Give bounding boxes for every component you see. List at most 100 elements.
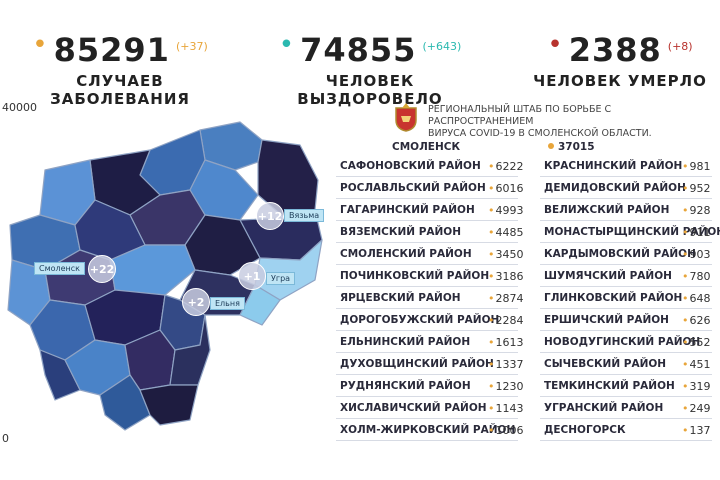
row-separator <box>540 418 712 419</box>
district-name: РУДНЯНСКИЙ РАЙОН <box>340 380 471 392</box>
district-name: ХИСЛАВИЧСКИЙ РАЙОН <box>340 402 487 414</box>
axis-bottom-label: 0 <box>2 432 9 445</box>
map-district <box>139 384 199 426</box>
district-name: ШУМЯЧСКИЙ РАЙОН <box>544 270 672 282</box>
recovered-value: 74855 <box>300 31 417 69</box>
district-row: МОНАСТЫРЩИНСКИЙ РАЙОН911 <box>544 224 720 240</box>
map-district <box>239 284 281 326</box>
district-value: 952 <box>682 182 711 195</box>
row-separator <box>336 330 518 331</box>
row-separator <box>336 242 518 243</box>
district-row: КАРДЫМОВСКИЙ РАЙОН903 <box>544 246 714 262</box>
district-row: ГАГАРИНСКИЙ РАЙОН 4993 <box>340 202 524 218</box>
district-value: 6222 <box>488 160 524 173</box>
row-separator <box>540 396 712 397</box>
city-dot-icon <box>548 143 554 149</box>
ugra-bubble: +1 <box>238 262 266 290</box>
district-value: 981 <box>682 160 711 173</box>
recovered-dot-icon: • <box>278 30 295 60</box>
district-value: 4993 <box>488 204 524 217</box>
row-separator <box>540 352 712 353</box>
district-value: 249 <box>682 402 711 415</box>
deaths-dot-icon: • <box>547 30 563 60</box>
district-name: САФОНОВСКИЙ РАЙОН <box>340 160 481 172</box>
district-value: 648 <box>682 292 711 305</box>
row-separator <box>540 198 712 199</box>
district-value: 137 <box>682 424 711 437</box>
district-value: 780 <box>682 270 711 283</box>
recovered-stat: • 74855 (+643) ЧЕЛОВЕК ВЫЗДОРОВЕЛО <box>255 30 485 108</box>
district-row: ДЕСНОГОРСК 137 <box>544 422 714 438</box>
row-separator <box>336 396 518 397</box>
district-row: ЕЛЬНИНСКИЙ РАЙОН 1613 <box>340 334 524 350</box>
district-value: 3186 <box>488 270 524 283</box>
district-name: КРАСНИНСКИЙ РАЙОН <box>544 160 683 172</box>
district-row: ДЕМИДОВСКИЙ РАЙОН952 <box>544 180 714 196</box>
district-name: ДЕМИДОВСКИЙ РАЙОН <box>544 182 686 194</box>
district-name: ВЕЛИЖСКИЙ РАЙОН <box>544 204 670 216</box>
district-row: ХОЛМ-ЖИРКОВСКИЙ РАЙОН1006 <box>340 422 524 438</box>
hq-text-line1: РЕГИОНАЛЬНЫЙ ШТАБ ПО БОРЬБЕ С РАСПРОСТРА… <box>428 104 612 127</box>
hq-text: РЕГИОНАЛЬНЫЙ ШТАБ ПО БОРЬБЕ С РАСПРОСТРА… <box>428 104 710 140</box>
row-separator <box>336 374 518 375</box>
district-row: КРАСНИНСКИЙ РАЙОН981 <box>544 158 714 174</box>
hq-header: РЕГИОНАЛЬНЫЙ ШТАБ ПО БОРЬБЕ С РАСПРОСТРА… <box>390 102 710 139</box>
district-row: СЫЧЕВСКИЙ РАЙОН 451 <box>544 356 714 372</box>
district-row: ВЯЗЕМСКИЙ РАЙОН 4485 <box>340 224 524 240</box>
district-row: УГРАНСКИЙ РАЙОН 249 <box>544 400 714 416</box>
district-name: СЫЧЕВСКИЙ РАЙОН <box>544 358 667 370</box>
district-value: 1230 <box>488 380 524 393</box>
row-separator <box>540 242 712 243</box>
city-value: 37015 <box>558 141 595 153</box>
city-value-row: 37015 <box>552 139 595 155</box>
vyazma-bubble: +12 <box>256 202 284 230</box>
district-name: ГАГАРИНСКИЙ РАЙОН <box>340 204 475 216</box>
district-row: РОСЛАВЛЬСКИЙ РАЙОН6016 <box>340 180 524 196</box>
district-row: ВЕЛИЖСКИЙ РАЙОН 928 <box>544 202 714 218</box>
recovered-label: ЧЕЛОВЕК ВЫЗДОРОВЕЛО <box>297 72 443 108</box>
district-name: ДЕСНОГОРСК <box>544 424 626 436</box>
smolensk-map-label: Смоленск <box>34 262 86 275</box>
district-value: 451 <box>682 358 711 371</box>
row-separator <box>540 308 712 309</box>
district-name: ДУХОВЩИНСКИЙ РАЙОН <box>340 358 494 370</box>
cases-dot-icon: • <box>32 30 48 60</box>
district-name: ПОЧИНКОВСКИЙ РАЙОН <box>340 270 490 282</box>
cases-delta: (+37) <box>175 40 208 53</box>
district-value: 903 <box>682 248 711 261</box>
district-name: ТЕМКИНСКИЙ РАЙОН <box>544 380 675 392</box>
district-row: ГЛИНКОВСКИЙ РАЙОН648 <box>544 290 714 306</box>
row-separator <box>336 440 518 441</box>
district-row: ТЕМКИНСКИЙ РАЙОН 319 <box>544 378 714 394</box>
district-row: ЕРШИЧСКИЙ РАЙОН 626 <box>544 312 714 328</box>
row-separator <box>336 418 518 419</box>
cases-value: 85291 <box>53 31 170 69</box>
district-row: ХИСЛАВИЧСКИЙ РАЙОН1143 <box>340 400 524 416</box>
district-value: 552 <box>682 336 711 349</box>
district-name: ЕЛЬНИНСКИЙ РАЙОН <box>340 336 471 348</box>
district-value: 2874 <box>488 292 524 305</box>
row-separator <box>336 286 518 287</box>
district-name: ДОРОГОБУЖСКИЙ РАЙОН <box>340 314 500 326</box>
row-separator <box>540 286 712 287</box>
district-value: 1613 <box>488 336 524 349</box>
row-separator <box>540 264 712 265</box>
elnya-label: Ельня <box>210 297 245 310</box>
row-separator <box>540 220 712 221</box>
deaths-stat: • 2388 (+8) ЧЕЛОВЕК УМЕРЛО <box>520 30 720 90</box>
hq-text-line2: ВИРУСА COVID-19 В СМОЛЕНСКОЙ ОБЛАСТИ. <box>428 128 652 139</box>
row-separator <box>336 198 518 199</box>
deaths-value: 2388 <box>568 31 662 69</box>
district-name: ГЛИНКОВСКИЙ РАЙОН <box>544 292 683 304</box>
row-separator <box>540 440 712 441</box>
district-value: 2284 <box>488 314 524 327</box>
city-name: СМОЛЕНСК <box>392 141 461 153</box>
district-row: ЯРЦЕВСКИЙ РАЙОН 2874 <box>340 290 524 306</box>
deaths-delta: (+8) <box>667 40 693 53</box>
row-separator <box>336 308 518 309</box>
district-name: РОСЛАВЛЬСКИЙ РАЙОН <box>340 182 486 194</box>
district-value: 1337 <box>488 358 524 371</box>
district-value: 1143 <box>488 402 524 415</box>
recovered-delta: (+643) <box>422 40 462 53</box>
district-row: ДОРОГОБУЖСКИЙ РАЙОН2284 <box>340 312 524 328</box>
